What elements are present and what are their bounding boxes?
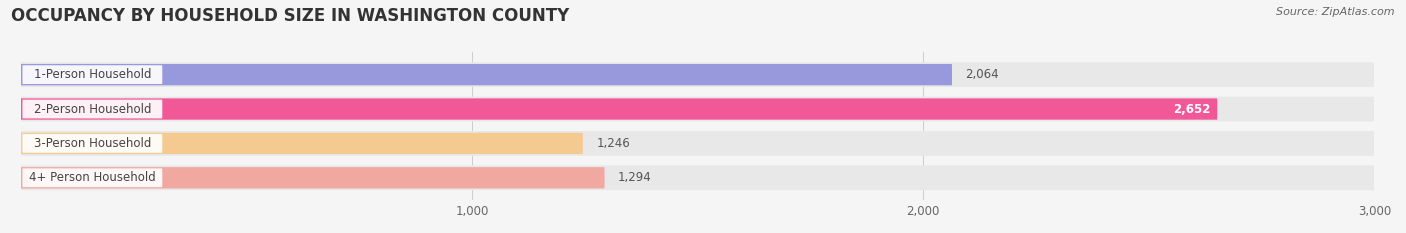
FancyBboxPatch shape [21, 97, 1375, 121]
Text: 1-Person Household: 1-Person Household [34, 68, 150, 81]
FancyBboxPatch shape [22, 100, 162, 118]
Text: OCCUPANCY BY HOUSEHOLD SIZE IN WASHINGTON COUNTY: OCCUPANCY BY HOUSEHOLD SIZE IN WASHINGTO… [11, 7, 569, 25]
Text: Source: ZipAtlas.com: Source: ZipAtlas.com [1277, 7, 1395, 17]
Text: 2-Person Household: 2-Person Household [34, 103, 150, 116]
FancyBboxPatch shape [21, 165, 1375, 190]
FancyBboxPatch shape [21, 64, 952, 85]
Text: 3-Person Household: 3-Person Household [34, 137, 150, 150]
FancyBboxPatch shape [22, 134, 162, 153]
FancyBboxPatch shape [21, 131, 1375, 156]
FancyBboxPatch shape [21, 62, 1375, 87]
FancyBboxPatch shape [22, 168, 162, 187]
Text: 2,652: 2,652 [1173, 103, 1211, 116]
Text: 1,294: 1,294 [619, 171, 652, 184]
FancyBboxPatch shape [22, 65, 162, 84]
FancyBboxPatch shape [21, 167, 605, 188]
FancyBboxPatch shape [21, 133, 583, 154]
Text: 1,246: 1,246 [596, 137, 630, 150]
Text: 2,064: 2,064 [966, 68, 1000, 81]
FancyBboxPatch shape [21, 98, 1218, 120]
Text: 4+ Person Household: 4+ Person Household [30, 171, 156, 184]
